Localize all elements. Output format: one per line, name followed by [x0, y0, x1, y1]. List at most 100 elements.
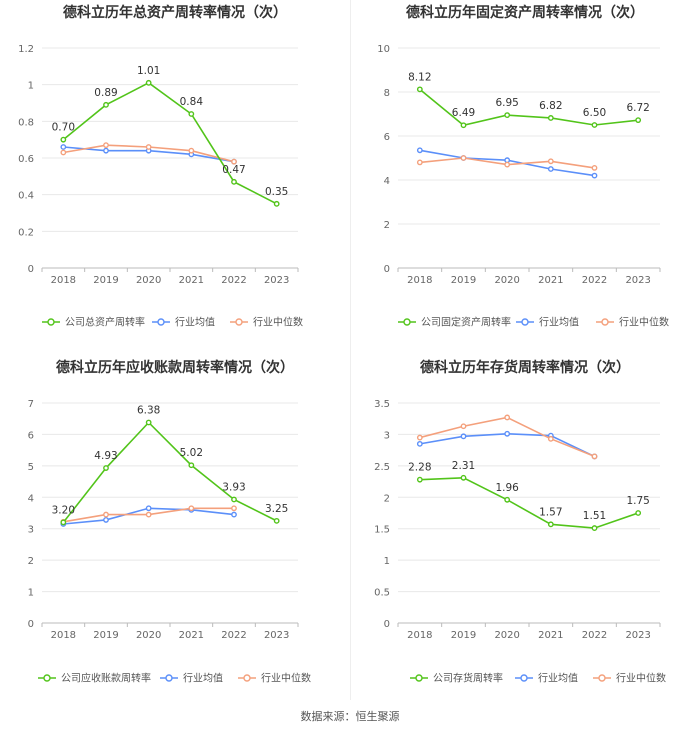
- x-tick-label: 2019: [451, 275, 476, 286]
- data-point-company: [60, 136, 67, 143]
- series-line-company: [62, 421, 278, 523]
- data-label: 3.93: [222, 481, 245, 493]
- data-point-company: [273, 200, 280, 207]
- data-point-median: [188, 147, 195, 154]
- legend-label: 行业均值: [538, 672, 578, 685]
- data-point-avg: [103, 517, 109, 523]
- x-tick-label: 2020: [136, 630, 161, 641]
- data-point-company: [591, 525, 598, 531]
- data-point-median: [231, 505, 237, 512]
- data-point-median: [231, 158, 237, 165]
- data-label: 6.72: [626, 102, 649, 114]
- data-point-median: [60, 149, 67, 156]
- x-tick-label: 2020: [494, 275, 519, 286]
- data-point-median: [460, 155, 467, 161]
- data-point-avg: [460, 433, 467, 440]
- legend-label: 行业中位数: [619, 316, 669, 329]
- legend-label: 公司存货周转率: [433, 672, 503, 685]
- data-label: 1.51: [583, 510, 606, 522]
- y-tick-label: 0.5: [374, 588, 390, 599]
- data-label: 6.95: [495, 97, 518, 109]
- legend-label: 公司固定资产周转率: [421, 316, 511, 329]
- x-tick-label: 2021: [179, 275, 204, 286]
- y-tick-label: 1.5: [374, 525, 390, 536]
- data-point-company: [547, 521, 554, 528]
- x-tick-label: 2018: [51, 630, 76, 641]
- chart-1: 德科立历年总资产周转率情况（次） 0 0.2 0.4 0.6 0.8 1 1.2 2018 201…: [18, 4, 303, 329]
- data-point-median: [460, 423, 467, 430]
- data-point-company: [231, 178, 237, 185]
- legend-label: 行业均值: [183, 672, 223, 685]
- y-tick-label: 7: [28, 399, 34, 410]
- data-point-avg: [231, 511, 237, 518]
- y-tick-label: 0: [28, 264, 34, 275]
- legend-marker: [165, 674, 173, 682]
- data-point-median: [547, 435, 554, 442]
- legend-label: 行业均值: [175, 316, 215, 329]
- data-label: 3.20: [52, 504, 75, 516]
- data-point-company: [591, 122, 598, 128]
- legend-marker: [415, 674, 423, 682]
- y-tick-label: 1.2: [18, 44, 34, 55]
- y-tick-label: 3: [28, 525, 34, 536]
- data-point-company: [635, 510, 642, 516]
- data-point-company: [504, 112, 511, 119]
- x-tick-label: 2021: [538, 630, 563, 641]
- data-point-company: [416, 86, 423, 93]
- y-tick-label: 6: [384, 132, 390, 143]
- y-tick-label: 0: [384, 619, 390, 630]
- chart-2: 德科立历年固定资产周转率情况（次） 0 2 4 6 8 10 2018 2019 2020 2021…: [377, 4, 669, 329]
- y-tick-label: 4: [384, 176, 390, 187]
- y-tick-label: 0.6: [18, 154, 34, 165]
- data-label: 0.35: [265, 186, 288, 198]
- data-point-company: [460, 474, 467, 481]
- y-tick-label: 3: [384, 430, 390, 441]
- data-point-median: [504, 161, 511, 168]
- x-tick-label: 2018: [51, 275, 76, 286]
- x-tick-label: 2018: [407, 630, 432, 641]
- x-tick-label: 2022: [221, 275, 246, 286]
- legend-marker: [43, 674, 51, 682]
- y-tick-label: 0.4: [18, 191, 34, 202]
- data-label: 5.02: [180, 447, 203, 459]
- data-point-avg: [504, 430, 511, 437]
- data-label: 6.49: [452, 107, 475, 119]
- y-tick-label: 5: [28, 462, 34, 473]
- data-point-avg: [591, 172, 598, 179]
- data-point-median: [103, 511, 109, 518]
- y-tick-label: 0: [384, 264, 390, 275]
- y-tick-label: 6: [28, 430, 34, 441]
- data-label: 1.01: [137, 65, 160, 77]
- x-tick-label: 2019: [451, 630, 476, 641]
- data-point-company: [188, 111, 195, 117]
- data-point-company: [103, 465, 109, 471]
- data-point-company: [145, 419, 152, 426]
- y-tick-label: 1: [28, 81, 34, 92]
- data-point-avg: [103, 147, 109, 154]
- x-tick-label: 2018: [407, 275, 432, 286]
- y-tick-label: 2: [28, 556, 34, 567]
- legend-label: 行业中位数: [261, 672, 311, 685]
- data-point-company: [145, 79, 152, 86]
- data-point-median: [504, 414, 511, 421]
- y-tick-label: 2: [384, 220, 390, 231]
- data-label: 0.47: [222, 164, 245, 176]
- legend-marker: [157, 318, 165, 326]
- data-label: 6.82: [539, 100, 562, 112]
- data-point-median: [145, 144, 152, 150]
- data-point-median: [591, 164, 598, 171]
- x-tick-label: 2023: [625, 275, 650, 286]
- data-label: 0.84: [180, 96, 204, 108]
- panel-divider: [350, 0, 351, 700]
- legend-marker: [520, 674, 528, 682]
- source-note: 数据来源：恒生聚源: [300, 710, 400, 723]
- legend-marker: [521, 318, 529, 326]
- data-point-median: [103, 142, 109, 149]
- x-tick-label: 2020: [136, 275, 161, 286]
- data-label: 1.57: [539, 506, 562, 518]
- data-point-company: [231, 496, 237, 503]
- x-tick-label: 2022: [582, 630, 607, 641]
- data-point-median: [416, 434, 423, 441]
- y-tick-label: 0.2: [18, 227, 34, 238]
